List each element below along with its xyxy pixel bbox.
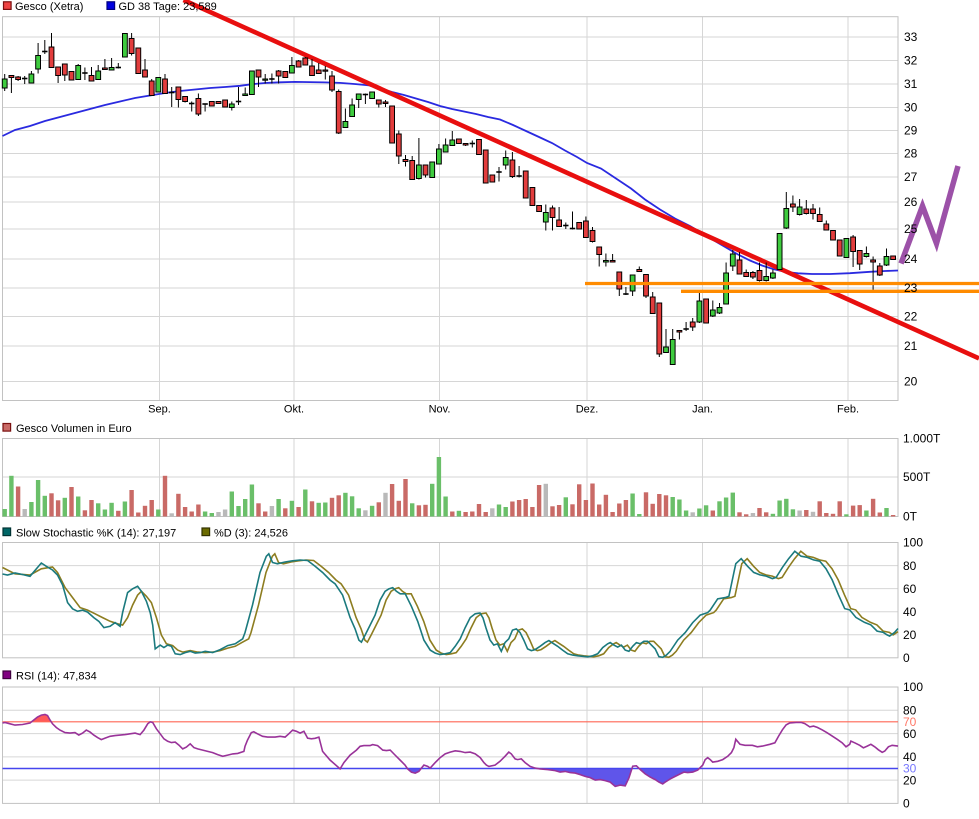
svg-text:28: 28 (904, 147, 918, 161)
svg-text:RSI (14): 47,834: RSI (14): 47,834 (16, 671, 97, 683)
svg-text:22: 22 (904, 310, 918, 324)
svg-text:20: 20 (903, 628, 917, 642)
svg-text:Gesco (Xetra): Gesco (Xetra) (15, 1, 83, 13)
svg-text:Sep.: Sep. (148, 404, 171, 416)
svg-text:21: 21 (904, 339, 918, 353)
svg-text:24: 24 (904, 252, 918, 266)
svg-text:0: 0 (903, 651, 910, 665)
svg-text:1.000T: 1.000T (903, 432, 941, 446)
svg-text:Gesco Volumen in Euro: Gesco Volumen in Euro (16, 423, 132, 435)
svg-text:Okt.: Okt. (284, 404, 304, 416)
svg-text:80: 80 (903, 559, 917, 573)
svg-text:26: 26 (904, 195, 918, 209)
svg-text:60: 60 (903, 727, 917, 741)
svg-text:Dez.: Dez. (576, 404, 599, 416)
svg-text:23: 23 (904, 281, 918, 295)
svg-text:Nov.: Nov. (429, 404, 451, 416)
svg-text:0T: 0T (903, 510, 918, 524)
svg-text:Feb.: Feb. (837, 404, 859, 416)
svg-text:31: 31 (904, 77, 918, 91)
svg-text:100: 100 (903, 680, 923, 694)
svg-text:500T: 500T (903, 470, 931, 484)
svg-text:Slow Stochastic %K (14): 27,19: Slow Stochastic %K (14): 27,197 (16, 528, 176, 540)
svg-text:100: 100 (903, 536, 923, 550)
svg-text:GD 38 Tage: 23,589: GD 38 Tage: 23,589 (119, 1, 217, 13)
svg-text:20: 20 (903, 773, 917, 787)
svg-text:30: 30 (904, 101, 918, 115)
svg-text:33: 33 (904, 30, 918, 44)
svg-text:0: 0 (903, 797, 910, 811)
svg-text:Jan.: Jan. (692, 404, 713, 416)
svg-text:27: 27 (904, 170, 918, 184)
svg-text:60: 60 (903, 582, 917, 596)
svg-text:20: 20 (904, 375, 918, 389)
svg-text:%D (3): 24,526: %D (3): 24,526 (214, 528, 288, 540)
svg-text:25: 25 (904, 222, 918, 236)
svg-text:32: 32 (904, 54, 918, 68)
svg-text:40: 40 (903, 605, 917, 619)
svg-text:29: 29 (904, 124, 918, 138)
